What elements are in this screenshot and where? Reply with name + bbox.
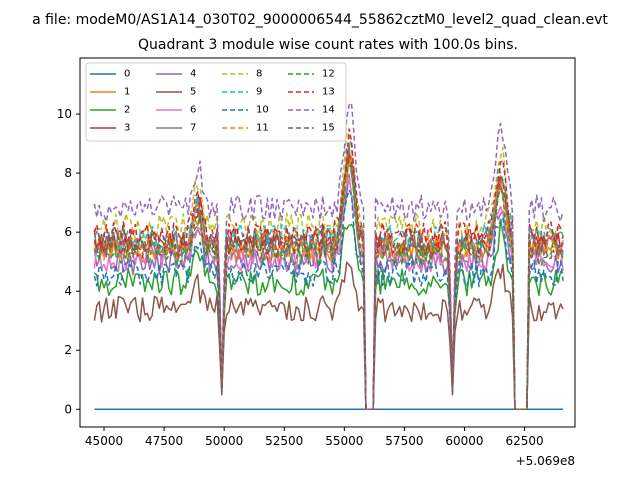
legend-label-10: 10 [256, 105, 269, 116]
y-tick-label: 6 [64, 225, 72, 239]
legend-label-0: 0 [124, 69, 130, 80]
x-tick-label: 60000 [445, 434, 483, 448]
y-tick-label: 4 [64, 284, 72, 298]
legend-label-12: 12 [322, 69, 335, 80]
legend-label-8: 8 [256, 69, 262, 80]
legend-label-11: 11 [256, 123, 269, 134]
legend-label-6: 6 [190, 105, 196, 116]
x-tick-label: 45000 [85, 434, 123, 448]
x-tick-label: 50000 [205, 434, 243, 448]
legend-label-7: 7 [190, 123, 196, 134]
axes-frame [79, 57, 576, 428]
series-line-5 [93, 261, 564, 411]
legend-label-15: 15 [322, 123, 335, 134]
x-tick-label: 55000 [325, 434, 363, 448]
series-line-13 [93, 128, 564, 411]
series-line-2 [93, 218, 564, 411]
y-tick-label: 2 [64, 343, 72, 357]
legend-label-9: 9 [256, 87, 262, 98]
legend-label-1: 1 [124, 87, 130, 98]
y-axis: 0 2 4 6 8 10 [57, 107, 80, 416]
legend-label-13: 13 [322, 87, 335, 98]
legend-box [85, 62, 347, 142]
legend-label-2: 2 [124, 105, 130, 116]
x-offset-label: +5.069e8 [516, 454, 575, 468]
x-axis: 45000 47500 50000 52500 55000 57500 60000 62500 [85, 427, 544, 448]
series-line-8 [93, 131, 564, 411]
chart-title: Quadrant 3 module wise count rates with … [138, 37, 518, 53]
y-tick-label: 8 [64, 166, 72, 180]
series-line-15 [93, 154, 564, 411]
series-line-14 [93, 102, 564, 411]
legend-label-14: 14 [322, 105, 335, 116]
series-line-10 [93, 189, 564, 411]
plot-area [93, 102, 564, 411]
x-tick-label: 57500 [385, 434, 423, 448]
y-tick-label: 10 [57, 107, 72, 121]
x-tick-label: 62500 [505, 434, 543, 448]
figure-suptitle: a file: modeM0/AS1A14_030T02_9000006544_… [32, 12, 608, 28]
x-tick-label: 47500 [145, 434, 183, 448]
x-tick-label: 52500 [265, 434, 303, 448]
legend-label-3: 3 [124, 123, 130, 134]
legend-label-4: 4 [190, 69, 196, 80]
legend-label-5: 5 [190, 87, 196, 98]
y-tick-label: 0 [64, 402, 72, 416]
